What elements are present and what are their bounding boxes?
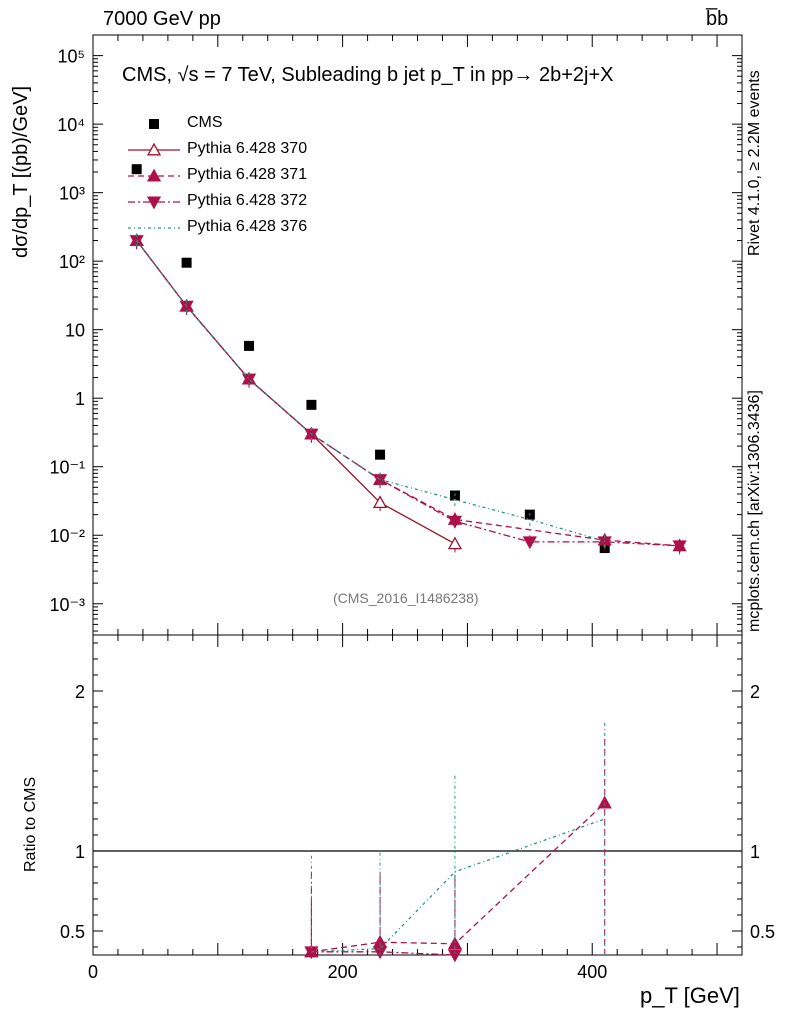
ratio-point-pythia-6-428-372 (372, 946, 388, 960)
ratio-line-pythia-6-428-371 (311, 802, 606, 953)
data-point-cms (306, 399, 317, 410)
main-series-layer (129, 164, 687, 555)
data-point-pythia-6-428-370 (447, 536, 463, 550)
ratio-point-pythia-6-428-371 (597, 795, 612, 809)
legend-label-370: Pythia 6.428 370 (187, 140, 308, 157)
data-point-pythia-6-428-372 (672, 540, 687, 554)
data-point-cms (181, 257, 192, 268)
data-point-pythia-6-428-372 (447, 515, 463, 529)
header-left: 7000 GeV pp (103, 8, 221, 30)
ratio-point-pythia-6-428-372 (447, 949, 463, 963)
legend-label-371: Pythia 6.428 371 (187, 166, 308, 183)
series-line-pythia-6-428-371 (136, 240, 680, 547)
legend-label-376: Pythia 6.428 376 (187, 218, 308, 235)
data-point-pythia-6-428-372 (522, 536, 537, 550)
ratio-line-pythia-6-428-376 (311, 818, 605, 953)
y-tick-label-main: 10⁻³ (49, 595, 85, 615)
chart-title: CMS, √s = 7 TeV, Subleading b jet p_T in… (122, 64, 614, 86)
y-tick-label-main: 1 (75, 389, 85, 409)
x-tick-label: 200 (328, 962, 358, 982)
y-axis-title-main: dσ/dp_T [(pb)/GeV] (10, 85, 32, 258)
legend-marks (128, 119, 180, 229)
y-tick-label-ratio-left: 2 (75, 682, 85, 702)
legend-marker-pythia-6-428-370 (146, 142, 162, 156)
y-tick-label-main: 10² (59, 252, 85, 272)
data-point-cms (375, 449, 386, 460)
y-tick-label-main: 10⁻¹ (49, 458, 85, 478)
mcplots-source-label: mcplots.cern.ch [arXiv:1306.3436] (746, 390, 763, 632)
legend-label-372: Pythia 6.428 372 (187, 192, 308, 209)
y-tick-label-ratio-right: 1 (750, 842, 760, 862)
y-tick-label-ratio-right: 0.5 (750, 922, 775, 942)
header-right: b̅b (706, 8, 729, 30)
series-line-pythia-6-428-370 (136, 240, 456, 545)
y-axis-title-ratio: Ratio to CMS (22, 776, 39, 872)
ratio-plot-frame (92, 634, 743, 956)
x-tick-label: 400 (577, 962, 607, 982)
y-tick-label-main: 10⁵ (58, 47, 85, 67)
y-tick-label-ratio-left: 0.5 (60, 922, 85, 942)
rivet-version-label: Rivet 4.1.0, ≥ 2.2M events (746, 70, 763, 256)
analysis-watermark: (CMS_2016_I1486238) (333, 590, 479, 606)
data-point-pythia-6-428-370 (372, 495, 388, 509)
y-tick-label-main: 10⁻² (49, 526, 85, 546)
series-line-pythia-6-428-372 (136, 240, 680, 547)
y-tick-label-main: 10 (65, 321, 85, 341)
y-tick-label-ratio-left: 1 (75, 842, 85, 862)
legend-marker-pythia-6-428-372 (146, 196, 162, 210)
legend-label-cms: CMS (187, 114, 223, 131)
legend-marker-pythia-6-428-371 (146, 168, 162, 182)
legend-marker-cms (149, 119, 159, 129)
data-point-cms (131, 164, 142, 175)
y-tick-label-main: 10⁴ (57, 115, 85, 135)
ratio-series-layer (304, 723, 612, 963)
y-tick-label-ratio-right: 2 (750, 682, 760, 702)
data-point-cms (244, 340, 255, 351)
x-axis-title: p_T [GeV] (640, 983, 740, 1008)
x-tick-label: 0 (88, 962, 98, 982)
y-tick-label-main: 10³ (59, 184, 85, 204)
series-line-pythia-6-428-376 (136, 240, 605, 542)
